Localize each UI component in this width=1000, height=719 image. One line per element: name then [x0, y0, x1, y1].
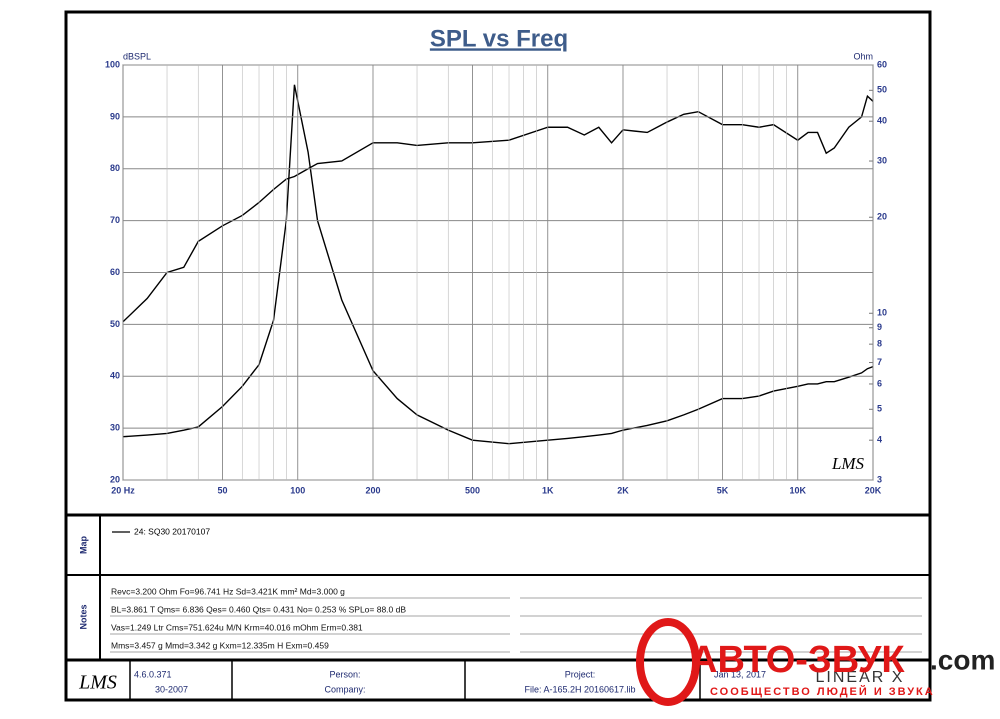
x-tick-label: 10K [789, 485, 806, 495]
y-axis-label: dBSPL [123, 51, 151, 61]
x-tick-label: 500 [465, 485, 480, 495]
build: 30-2007 [155, 684, 188, 694]
x-tick-label: 2K [617, 485, 629, 495]
y2-tick-label: 60 [877, 59, 887, 69]
date: Jan 13, 2017 [714, 669, 766, 679]
y-tick-label: 70 [110, 215, 120, 225]
y2-tick-label: 9 [877, 322, 882, 332]
y2-tick-label: 40 [877, 116, 887, 126]
y2-tick-label: 3 [877, 474, 882, 484]
y-tick-label: 40 [110, 371, 120, 381]
watermark-ring [636, 618, 700, 706]
note-line: BL=3.861 T Qms= 6.836 Qes= 0.460 Qts= 0.… [111, 604, 406, 614]
x-tick-label: 100 [290, 485, 305, 495]
map-heading: Map [78, 535, 88, 554]
y2-tick-label: 30 [877, 155, 887, 165]
y2-tick-label: 4 [877, 435, 882, 445]
project: Project: [565, 669, 596, 679]
brand: LINEAR X [816, 669, 905, 686]
version: 4.6.0.371 [134, 669, 172, 679]
y-tick-label: 100 [105, 59, 120, 69]
y-tick-label: 30 [110, 423, 120, 433]
note-line: Vas=1.249 Ltr Cms=751.624u M/N Krm=40.01… [111, 622, 363, 632]
note-line: Revc=3.200 Ohm Fo=96.741 Hz Sd=3.421K mm… [111, 586, 345, 596]
watermark-name: АВТО-ЗВУК [690, 639, 905, 681]
y2-tick-label: 7 [877, 357, 882, 367]
y-tick-label: 80 [110, 163, 120, 173]
legend-entry: 24: SQ30 20170107 [134, 526, 210, 536]
y2-tick-label: 10 [877, 308, 887, 318]
note-rules [110, 597, 922, 653]
notes-heading: Notes [78, 604, 88, 629]
x-tick-label: 5K [717, 485, 729, 495]
file: File: A-165.2H 20160617.lib [524, 684, 635, 694]
y-tick-label: 60 [110, 267, 120, 277]
chart-title: SPL vs Freq [430, 25, 568, 52]
y2-axis-label: Ohm [853, 51, 873, 61]
x-tick-label: 200 [365, 485, 380, 495]
y-tick-label: 20 [110, 474, 120, 484]
x-tick-label: 20 Hz [111, 485, 135, 495]
footer-logo: LMS [78, 672, 117, 694]
note-line: Mms=3.457 g Mmd=3.342 g Kxm=12.335m H Ex… [111, 640, 329, 650]
watermark-tagline: СООБЩЕСТВО ЛЮДЕЙ И ЗВУКА [710, 685, 935, 698]
x-tick-label: 20K [865, 485, 882, 495]
y2-tick-label: 6 [877, 378, 882, 388]
company: Company: [324, 684, 365, 694]
x-tick-label: 50 [217, 485, 227, 495]
y-tick-label: 50 [110, 319, 120, 329]
y2-tick-label: 5 [877, 404, 882, 414]
y2-tick-label: 20 [877, 212, 887, 222]
watermark-domain: .com [930, 644, 995, 675]
plot-logo: LMS [831, 454, 865, 473]
footer-dividers [129, 660, 701, 700]
y2-tick-label: 50 [877, 85, 887, 95]
x-tick-label: 1K [542, 485, 554, 495]
person: Person: [329, 669, 360, 679]
y-tick-label: 90 [110, 111, 120, 121]
y2-tick-label: 8 [877, 339, 882, 349]
